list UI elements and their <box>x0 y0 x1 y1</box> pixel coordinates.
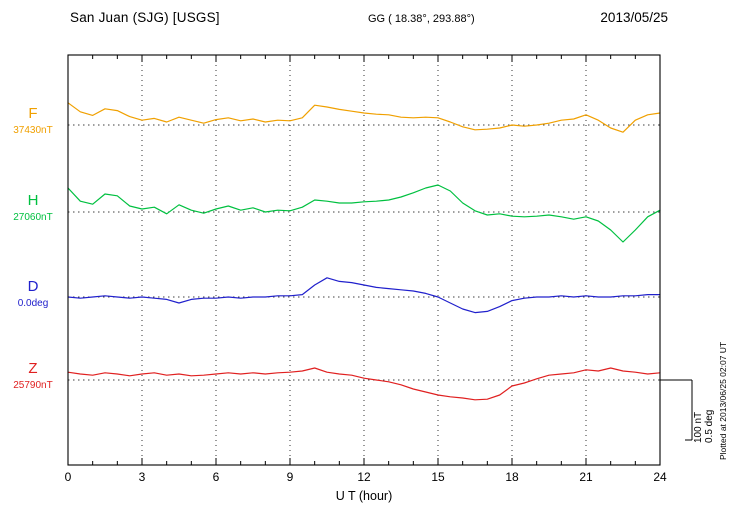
channel-baseline-D: 0.0deg <box>17 297 49 309</box>
channel-baseline-F: 37430nT <box>13 124 53 136</box>
station-title: San Juan (SJG) [USGS] <box>70 10 220 25</box>
x-tick-label: 21 <box>579 470 593 484</box>
x-tick-label: 24 <box>653 470 667 484</box>
scale-100nt-label: 100 nT <box>693 412 704 443</box>
x-tick-label: 0 <box>64 470 72 484</box>
channel-letter-F: F <box>28 105 38 122</box>
x-tick-label: 9 <box>286 470 294 484</box>
x-tick-label: 6 <box>212 470 220 484</box>
plotted-at-note: Plotted at 2013/06/25 02:07 UT <box>718 342 728 460</box>
channel-letter-Z: Z <box>28 360 38 377</box>
x-tick-label: 12 <box>357 470 371 484</box>
trace-H <box>67 184 661 243</box>
channel-label-H: H 27060nT <box>2 192 64 223</box>
channel-label-F: F 37430nT <box>2 105 64 136</box>
x-axis-title: U T (hour) <box>335 489 393 503</box>
channel-baseline-H: 27060nT <box>13 211 53 223</box>
channel-label-Z: Z 25790nT <box>2 360 64 391</box>
channel-baseline-Z: 25790nT <box>13 379 53 391</box>
plot-frame <box>67 54 661 466</box>
trace-F <box>67 102 661 133</box>
channel-letter-H: H <box>27 192 39 209</box>
scale-halfdeg-label: 0.5 deg <box>704 410 715 443</box>
x-tick-label: 18 <box>505 470 519 484</box>
date-label: 2013/05/25 <box>600 10 668 25</box>
trace-D <box>67 277 661 314</box>
x-tick-label: 15 <box>431 470 445 484</box>
channel-label-D: D 0.0deg <box>2 278 64 309</box>
geographic-coordinates: GG ( 18.38°, 293.88°) <box>368 13 475 25</box>
channel-letter-D: D <box>27 278 39 295</box>
trace-Z <box>67 367 661 401</box>
x-tick-label: 3 <box>138 470 146 484</box>
